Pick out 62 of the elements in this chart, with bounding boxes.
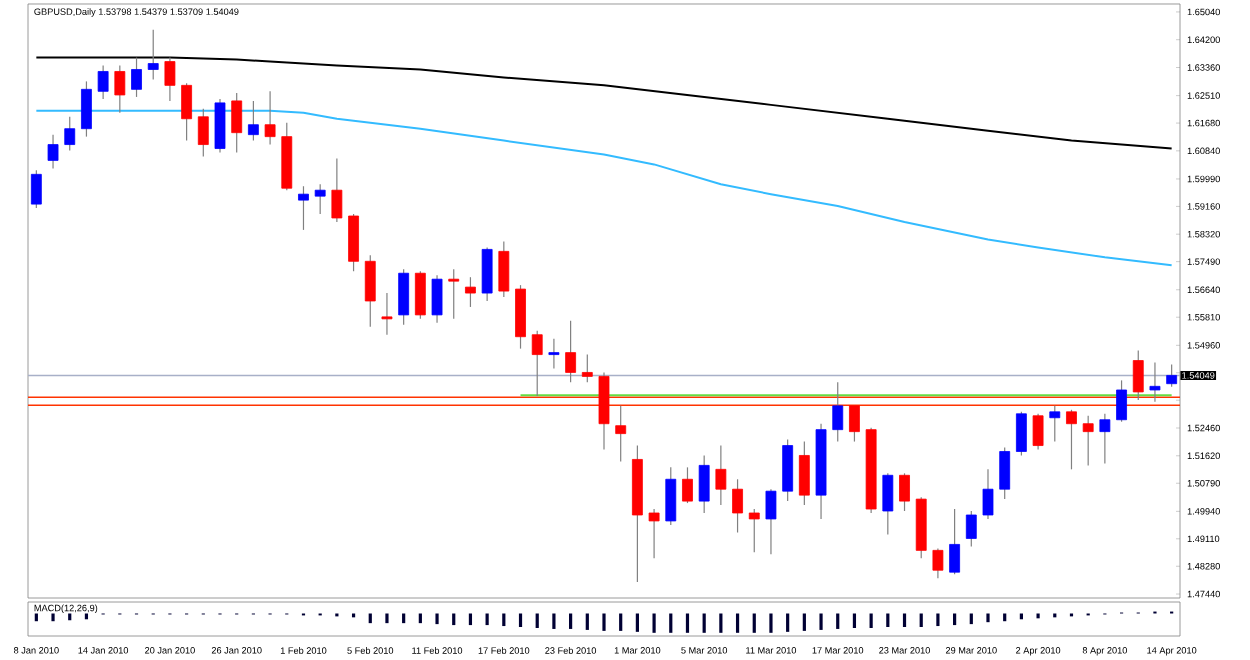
candlestick — [1149, 361, 1161, 403]
candlestick — [798, 440, 810, 506]
candlestick — [832, 381, 844, 443]
candlestick — [81, 80, 92, 138]
candlestick — [531, 330, 543, 397]
candlestick — [64, 116, 76, 152]
candlestick — [565, 320, 577, 383]
candlestick — [348, 213, 359, 272]
candlestick — [448, 268, 460, 320]
candlestick — [1015, 411, 1027, 457]
candlestick — [1132, 350, 1144, 401]
candlestick — [381, 292, 393, 336]
candlestick — [197, 108, 209, 158]
candlestick — [715, 444, 727, 506]
candlestick — [748, 508, 760, 553]
candlestick — [598, 371, 610, 451]
candlestick — [965, 510, 977, 547]
candlestick — [999, 446, 1011, 500]
candlestick — [899, 472, 910, 512]
candlestick — [765, 488, 777, 555]
candlestick — [181, 82, 193, 142]
candlestick — [782, 438, 794, 502]
candlestick — [1116, 379, 1127, 423]
candlestick — [949, 508, 961, 575]
candlestick — [732, 478, 743, 534]
candlestick — [665, 466, 677, 526]
candlestick — [298, 185, 309, 231]
candlestick — [214, 98, 226, 154]
candlestick — [515, 284, 526, 350]
candlestick — [682, 466, 693, 504]
candlestick — [147, 29, 159, 81]
candlestick — [114, 64, 126, 114]
candlestick — [231, 92, 243, 154]
candlestick — [247, 100, 259, 142]
candlestick — [1082, 415, 1094, 466]
candlestick — [698, 454, 710, 514]
candlestick — [465, 276, 476, 308]
candlestick — [1099, 413, 1111, 464]
candlestick — [882, 472, 894, 536]
candlestick — [932, 547, 944, 579]
candlestick — [398, 268, 410, 326]
candlestick — [849, 405, 860, 443]
candlestick — [1032, 413, 1044, 451]
candlestick — [481, 246, 493, 302]
candlestick — [1049, 405, 1061, 443]
candlestick — [164, 56, 176, 102]
candlestick — [982, 468, 994, 520]
candlestick — [331, 157, 343, 223]
candlestick — [498, 240, 510, 298]
candlestick — [1066, 409, 1077, 470]
candlestick — [314, 183, 326, 215]
candlestick — [131, 56, 142, 98]
candlestick — [364, 254, 376, 328]
candlestick — [264, 90, 276, 146]
candlestick — [431, 274, 443, 324]
candlestick — [581, 353, 593, 383]
candlestick — [47, 134, 59, 169]
candlestick — [648, 508, 660, 559]
candlestick — [414, 270, 426, 320]
candlestick — [97, 64, 109, 100]
candlestick — [615, 405, 627, 463]
candlestick — [548, 338, 560, 370]
